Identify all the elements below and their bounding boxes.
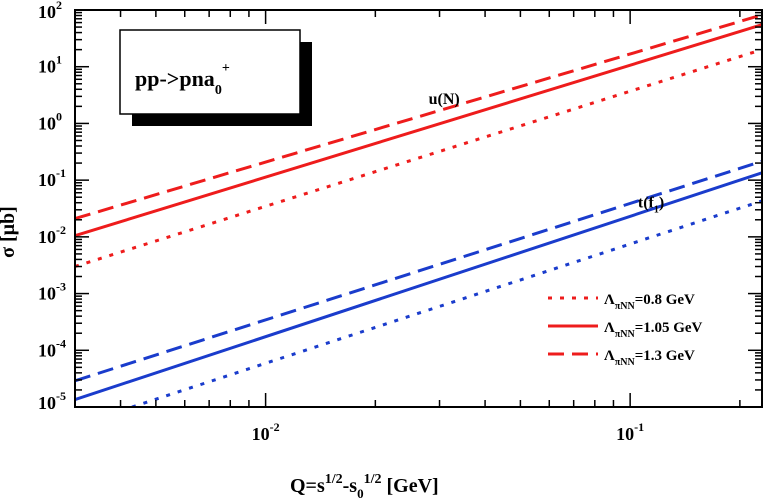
annotation-u-n: u(N): [429, 91, 460, 108]
tick-label-layer: 10-2 10-1 10-5 10-4 10-3 10-2 10-1 100 101 102: [38, 0, 644, 444]
y-tick-label: 10-4: [38, 336, 66, 360]
y-tick-label: 10-3: [38, 280, 66, 304]
curve-layer: [75, 13, 762, 407]
annotation-t-f1: t(f1): [638, 194, 664, 215]
series-line-t-dashed: [75, 159, 762, 383]
series-line-t-dotted: [131, 199, 762, 407]
legend-label: ΛπNN=1.3 GeV: [604, 348, 695, 368]
y-tick-label: 100: [38, 109, 62, 133]
plot-frame: [74, 9, 763, 408]
series-line-t-solid: [75, 171, 762, 402]
x-tick-label: 10-2: [252, 420, 280, 444]
process-box: pp->pna0+: [119, 29, 312, 126]
y-tick-label: 10-2: [38, 223, 66, 247]
legend: ΛπNN=0.8 GeV ΛπNN=1.05 GeV ΛπNN=1.3 GeV: [548, 292, 703, 368]
x-tick-label: 10-1: [616, 420, 644, 444]
process-label: pp->pna0+: [135, 61, 230, 98]
series-line-u-dotted: [75, 48, 762, 268]
tick-layer: [74, 9, 762, 408]
legend-label: ΛπNN=0.8 GeV: [604, 292, 695, 312]
y-tick-label: 10-5: [38, 389, 66, 413]
y-axis-title: σ [μb]: [0, 206, 19, 258]
y-tick-label: 101: [38, 53, 62, 77]
y-tick-label: 102: [38, 0, 62, 22]
process-box-frame: [119, 29, 301, 115]
x-axis-title: Q=s1/2-s01/2 [GeV]: [290, 472, 439, 501]
y-tick-label: 10-1: [38, 166, 66, 190]
legend-label: ΛπNN=1.05 GeV: [604, 320, 703, 340]
series-line-u-solid: [75, 23, 762, 238]
